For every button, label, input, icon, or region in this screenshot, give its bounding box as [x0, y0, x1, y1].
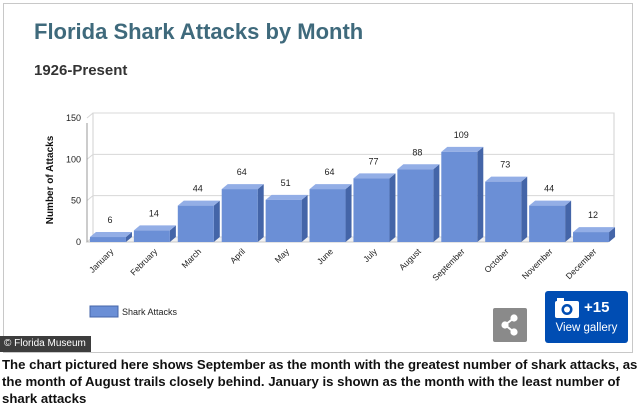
bar — [89, 237, 126, 242]
bar-side — [125, 232, 132, 242]
image-credit: © Florida Museum — [0, 336, 91, 352]
chart-subtitle: 1926-Present — [34, 62, 128, 79]
data-label: 73 — [500, 160, 510, 170]
view-gallery-button[interactable]: +15 View gallery — [545, 291, 628, 343]
data-label: 6 — [107, 215, 112, 225]
data-label: 77 — [368, 156, 378, 166]
bar-side — [521, 176, 528, 242]
bar-top — [133, 225, 176, 231]
bar-side — [169, 225, 176, 242]
y-tick-label: 0 — [76, 237, 81, 247]
x-tick-label: June — [315, 246, 335, 266]
share-icon — [501, 314, 518, 336]
bar-side — [389, 173, 396, 242]
bar-top — [397, 164, 440, 170]
data-label: 64 — [325, 167, 335, 177]
data-label: 44 — [193, 184, 203, 194]
bar — [265, 199, 302, 242]
y-axis-label: Number of Attacks — [45, 135, 56, 224]
bar — [221, 189, 258, 242]
bar-top — [573, 227, 616, 233]
gallery-label: View gallery — [555, 322, 618, 334]
bar — [573, 232, 610, 242]
bar-side — [433, 164, 440, 242]
gallery-count: +15 — [584, 299, 610, 316]
x-tick-label: January — [87, 246, 116, 275]
data-label: 109 — [454, 130, 469, 140]
x-tick-label: April — [228, 246, 247, 265]
bar-top — [485, 176, 528, 182]
image-caption: The chart pictured here shows September … — [2, 357, 638, 406]
legend-label: Shark Attacks — [122, 307, 178, 317]
gridline — [86, 195, 614, 202]
bar-top — [441, 146, 484, 152]
x-tick-label: October — [482, 246, 511, 275]
data-label: 51 — [281, 178, 291, 188]
legend-swatch — [89, 305, 119, 318]
bar — [529, 205, 566, 242]
bar-top — [309, 184, 352, 190]
bar-top — [265, 194, 308, 200]
bar — [485, 181, 522, 242]
x-tick-label: December — [564, 246, 599, 281]
x-tick-label: May — [273, 246, 292, 265]
y-tick-label: 100 — [66, 154, 81, 164]
x-tick-label: November — [520, 246, 555, 281]
chart-title: Florida Shark Attacks by Month — [34, 19, 364, 44]
bar-top — [221, 184, 264, 190]
bar — [441, 151, 478, 242]
bar — [309, 189, 346, 242]
bar-chart: 0 50 100 150 Number of Attacks 6 January 14 Febr… — [45, 112, 616, 318]
y-tick-label: 150 — [66, 113, 81, 123]
bar — [397, 169, 434, 242]
bar-top — [89, 232, 132, 238]
bar-side — [257, 184, 264, 242]
bar-top — [353, 173, 396, 179]
bar-side — [213, 200, 220, 242]
bar — [133, 230, 170, 242]
gridline — [86, 112, 614, 119]
data-label: 12 — [588, 210, 598, 220]
data-label: 44 — [544, 184, 554, 194]
x-tick-label: September — [430, 246, 467, 283]
bar-side — [477, 146, 484, 242]
camera-icon — [555, 298, 579, 318]
bar — [177, 205, 214, 242]
bar-side — [301, 194, 308, 242]
x-tick-label: July — [361, 246, 379, 264]
data-label: 14 — [149, 208, 159, 218]
bar-top — [529, 200, 572, 206]
y-tick-label: 50 — [71, 196, 81, 206]
bar-side — [609, 227, 616, 242]
share-button[interactable] — [493, 308, 527, 342]
x-tick-label: August — [397, 246, 423, 272]
x-tick-label: February — [128, 246, 160, 278]
data-label: 88 — [412, 147, 422, 157]
chart-card: 0 50 100 150 Number of Attacks 6 January 14 Febr… — [3, 3, 633, 353]
bar-side — [345, 184, 352, 242]
bar-top — [177, 200, 220, 206]
x-tick-label: March — [179, 246, 203, 270]
bar — [353, 178, 390, 242]
gridline — [86, 153, 614, 160]
data-label: 64 — [237, 167, 247, 177]
bar-side — [565, 200, 572, 242]
